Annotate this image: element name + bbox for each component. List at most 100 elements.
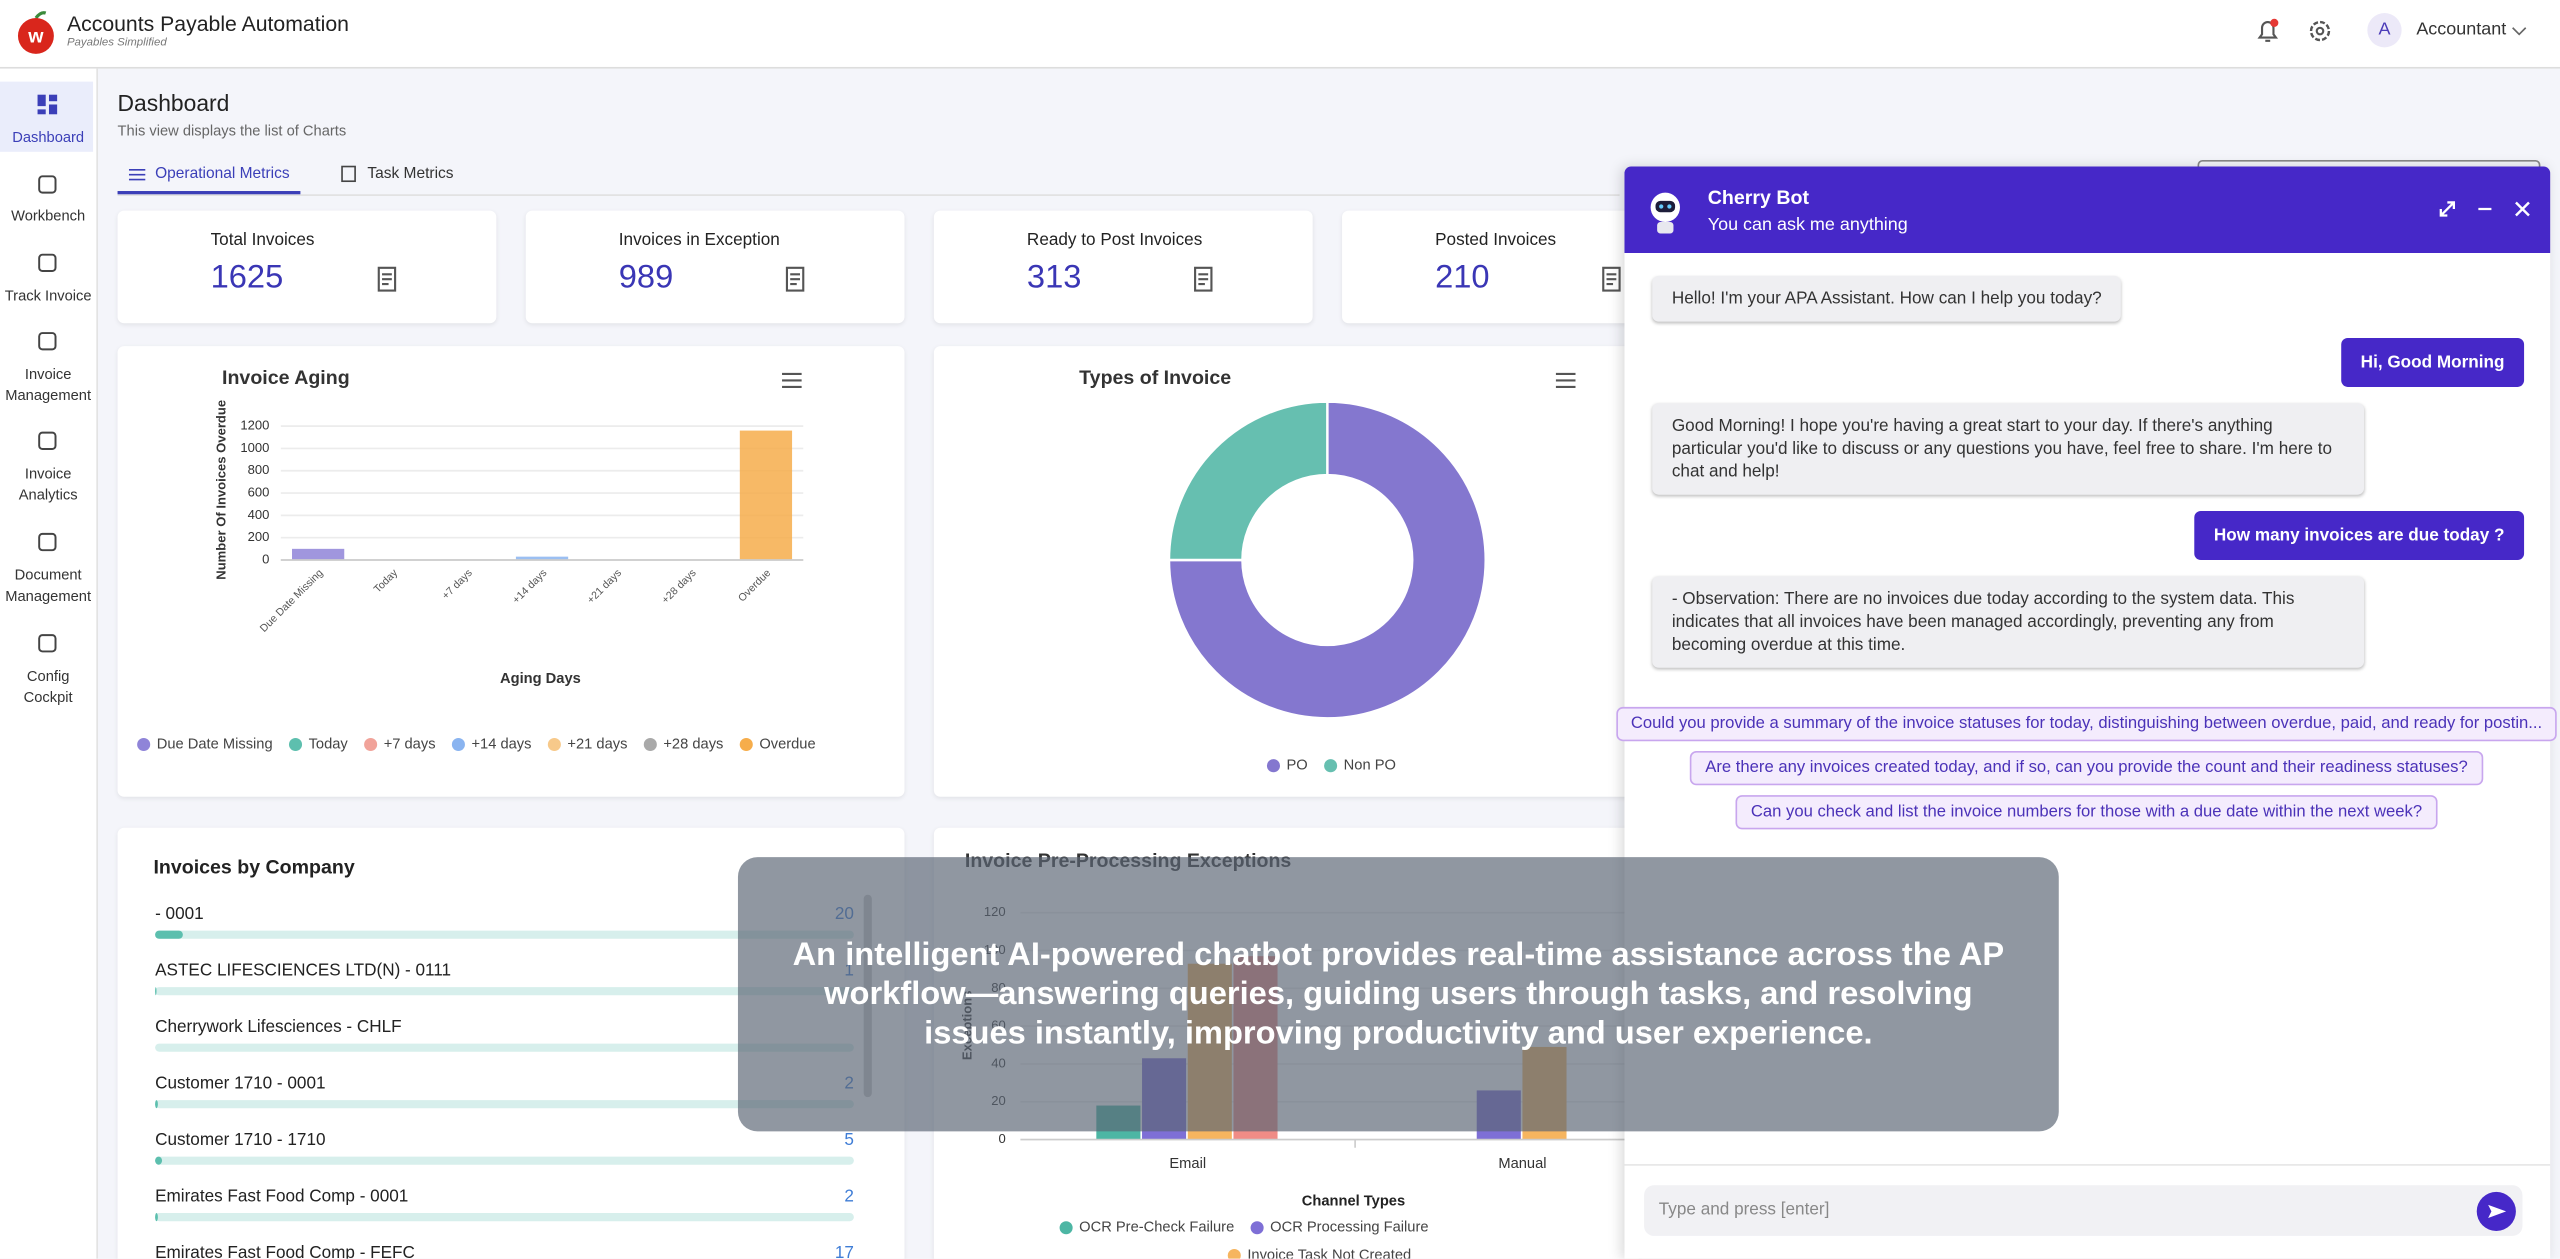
page-subtitle: This view displays the list of Charts bbox=[117, 122, 347, 139]
company-name: Emirates Fast Food Comp - FEFC bbox=[155, 1242, 415, 1259]
send-button[interactable] bbox=[2475, 1190, 2517, 1232]
nav-item[interactable]: Document Management bbox=[5, 566, 92, 605]
bot-message: - Observation: There are no invoices due… bbox=[1652, 576, 2365, 668]
x-axis-title: Channel Types bbox=[1302, 1194, 1405, 1210]
suggestion-chip[interactable]: Are there any invoices created today, an… bbox=[1690, 751, 2483, 786]
tab-operational[interactable]: Operational Metrics bbox=[155, 164, 290, 183]
kpi-label: Posted Invoices bbox=[1435, 230, 1557, 250]
kpi-value: 989 bbox=[618, 259, 674, 296]
nav-icon bbox=[38, 532, 57, 552]
nav-item[interactable]: Invoice Analytics bbox=[18, 465, 78, 503]
legend-swatch bbox=[364, 737, 378, 752]
settings-icon[interactable] bbox=[2305, 16, 2334, 45]
chat-suggestions: Could you provide a summary of the invoi… bbox=[1616, 706, 2557, 830]
nav-item[interactable]: Track Invoice bbox=[4, 287, 92, 304]
x-tick-label: +28 days bbox=[660, 567, 699, 606]
kpi-value: 210 bbox=[1435, 259, 1490, 296]
chart-title: Invoices by Company bbox=[153, 857, 354, 879]
kpi-label: Ready to Post Invoices bbox=[1026, 230, 1203, 250]
legend-label: OCR Processing Failure bbox=[1270, 1220, 1428, 1236]
legend-label: OCR Pre-Check Failure bbox=[1079, 1220, 1234, 1236]
donut-slice bbox=[1167, 400, 1487, 720]
company-name: Emirates Fast Food Comp - 0001 bbox=[155, 1185, 408, 1205]
kpi-icon bbox=[1194, 266, 1213, 292]
card bbox=[933, 210, 1313, 324]
expand-button[interactable] bbox=[2438, 199, 2458, 219]
nav-icon bbox=[37, 94, 58, 115]
nav-item[interactable]: Workbench bbox=[11, 207, 86, 224]
y-tick-label: 0 bbox=[262, 551, 269, 566]
kpi-label: Invoices in Exception bbox=[618, 230, 780, 250]
donut-slice bbox=[1167, 400, 1329, 562]
company-count: 5 bbox=[844, 1129, 854, 1149]
nav-icon bbox=[38, 634, 57, 653]
y-axis-title: Number Of Invoices Overdue bbox=[213, 400, 228, 580]
progress-bar bbox=[155, 987, 157, 996]
x-tick-label: Due Date Missing bbox=[258, 567, 326, 635]
legend-label: Due Date Missing bbox=[157, 736, 273, 752]
legend-swatch bbox=[1227, 1248, 1241, 1259]
x-tick-label: Manual bbox=[1498, 1156, 1546, 1172]
chat-header: Cherry Bot You can ask me anything bbox=[1624, 166, 2551, 254]
x-tick-label: Email bbox=[1169, 1156, 1206, 1172]
caption-overlay: An intelligent AI-powered chatbot provid… bbox=[737, 857, 2059, 1132]
card bbox=[117, 210, 497, 324]
suggestion-chip[interactable]: Can you check and list the invoice numbe… bbox=[1736, 795, 2437, 830]
nav-item[interactable]: Dashboard bbox=[12, 128, 85, 146]
chat-subtitle: You can ask me anything bbox=[1707, 215, 1908, 236]
x-tick-label: Overdue bbox=[736, 567, 773, 604]
legend-label: +21 days bbox=[567, 736, 627, 752]
sidebar: Dashboard Workbench Track Invoice Invoice M… bbox=[0, 68, 98, 1259]
x-tick-label: Today bbox=[372, 567, 401, 596]
nav-icon bbox=[38, 175, 57, 194]
y-tick-label: 800 bbox=[248, 462, 270, 477]
legend-label: +14 days bbox=[471, 736, 531, 752]
bar bbox=[515, 556, 569, 560]
company-name: Customer 1710 - 0001 bbox=[155, 1072, 325, 1092]
progress-bar bbox=[155, 1156, 163, 1165]
progress-track bbox=[155, 1100, 854, 1109]
nav-item[interactable]: Config Cockpit bbox=[23, 667, 73, 706]
caption-text: An intelligent AI-powered chatbot provid… bbox=[792, 937, 2005, 1052]
chat-divider bbox=[1624, 1164, 2551, 1166]
legend-swatch bbox=[288, 737, 303, 752]
app-subtitle: Payables Simplified bbox=[66, 37, 167, 49]
user-name[interactable]: Accountant bbox=[2416, 19, 2507, 40]
svg-text:w: w bbox=[27, 25, 44, 47]
progress-track bbox=[155, 987, 854, 996]
kpi-label: Total Invoices bbox=[210, 230, 315, 250]
user-avatar[interactable]: A bbox=[2367, 13, 2402, 48]
progress-track bbox=[155, 1043, 854, 1052]
x-axis-title: Aging Days bbox=[500, 671, 581, 687]
legend-label: Non PO bbox=[1344, 758, 1396, 774]
legend-swatch bbox=[547, 737, 561, 752]
company-name: Cherrywork Lifesciences - CHLF bbox=[155, 1016, 401, 1036]
bot-avatar bbox=[1650, 192, 1680, 234]
close-button[interactable] bbox=[2513, 199, 2533, 219]
suggestion-chip[interactable]: Could you provide a summary of the invoi… bbox=[1616, 706, 2557, 742]
logo: w bbox=[17, 11, 54, 54]
y-tick-label: 1200 bbox=[240, 418, 269, 433]
chart-title: Invoice Aging bbox=[222, 367, 350, 389]
progress-track bbox=[155, 1213, 854, 1222]
tab-task[interactable]: Task Metrics bbox=[367, 164, 454, 183]
notification-bell[interactable] bbox=[2253, 16, 2282, 45]
y-tick-label: 200 bbox=[248, 529, 270, 544]
company-name: ASTEC LIFESCIENCES LTD(N) - 0111 bbox=[155, 959, 451, 979]
legend-swatch bbox=[739, 737, 753, 752]
progress-track bbox=[155, 1156, 854, 1165]
progress-bar bbox=[155, 1213, 158, 1222]
kpi-value: 1625 bbox=[210, 259, 284, 296]
minimize-button[interactable] bbox=[2475, 199, 2495, 219]
nav-item[interactable]: Invoice Management bbox=[5, 365, 92, 404]
chat-input[interactable] bbox=[1644, 1185, 2523, 1236]
card bbox=[117, 346, 905, 797]
user-menu-chevron[interactable] bbox=[2511, 23, 2527, 39]
user-message: How many invoices are due today ? bbox=[2194, 511, 2525, 560]
bar bbox=[739, 430, 793, 560]
bot-message: Good Morning! I hope you're having a gre… bbox=[1652, 403, 2365, 495]
company-name: Customer 1710 - 1710 bbox=[155, 1129, 325, 1149]
chart-menu bbox=[782, 372, 802, 388]
legend-swatch bbox=[643, 737, 657, 752]
